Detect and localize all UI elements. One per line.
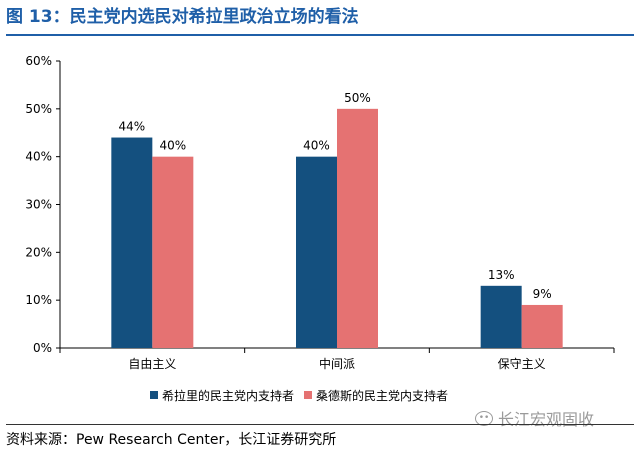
y-tick-label: 30% xyxy=(25,198,52,212)
data-label: 9% xyxy=(533,287,552,301)
legend-item-clinton: 希拉里的民主党内支持者 xyxy=(150,387,294,404)
bar-sanders xyxy=(521,304,563,348)
x-tick-label: 保守主义 xyxy=(498,357,546,371)
legend-label-sanders: 桑德斯的民主党内支持者 xyxy=(316,388,449,403)
data-label: 50% xyxy=(344,91,371,105)
data-label: 44% xyxy=(118,120,145,134)
y-tick-label: 10% xyxy=(25,293,52,307)
bar-sanders xyxy=(337,108,378,348)
legend-swatch-sanders xyxy=(304,391,313,399)
x-tick-label: 中间派 xyxy=(319,356,355,371)
bar-clinton xyxy=(296,156,337,348)
y-tick-label: 20% xyxy=(25,245,52,259)
watermark: •• 长江宏观固收 xyxy=(475,407,594,429)
legend-swatch-clinton xyxy=(150,391,158,399)
legend-item-sanders: 桑德斯的民主党内支持者 xyxy=(304,387,448,404)
watermark-text: 长江宏观固收 xyxy=(498,410,595,429)
data-label: 40% xyxy=(159,139,186,153)
y-tick-label: 40% xyxy=(25,150,52,164)
data-label: 40% xyxy=(303,139,330,153)
bar-clinton xyxy=(480,285,522,348)
y-tick-label: 50% xyxy=(25,102,52,116)
legend-label-clinton: 希拉里的民主党内支持者 xyxy=(162,388,295,403)
y-tick-label: 60% xyxy=(25,54,52,68)
source-note: 资料来源：Pew Research Center，长江证券研究所 xyxy=(6,432,337,448)
data-label: 13% xyxy=(488,268,515,282)
bar-sanders xyxy=(152,156,194,348)
footer-divider xyxy=(6,424,634,425)
bar-chart: 0% 10% 20% 30% 40% 50% 60% 自由主义 44% 40% 中间派 40% 50% 保… xyxy=(25,54,615,371)
chart-legend: 希拉里的民主党内支持者 桑德斯的民主党内支持者 xyxy=(150,386,458,404)
bar-clinton xyxy=(111,137,153,348)
figure-title: 图 13：民主党内选民对希拉里政治立场的看法 xyxy=(6,7,359,27)
y-tick-label: 0% xyxy=(33,341,52,355)
wechat-icon: •• xyxy=(475,410,493,426)
x-tick-label: 自由主义 xyxy=(128,357,176,371)
title-divider xyxy=(6,34,634,36)
